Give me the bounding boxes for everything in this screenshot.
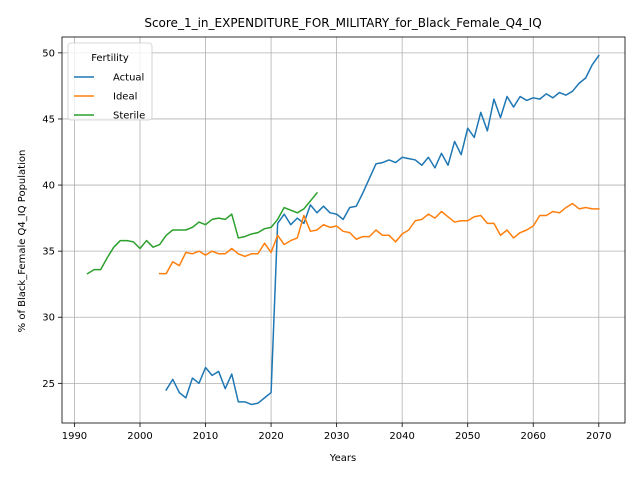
x-tick-label: 2000	[127, 431, 152, 442]
y-tick-label: 30	[42, 313, 55, 324]
y-axis-ticks: 25 30 35 40 45 50	[42, 48, 62, 390]
y-tick-label: 35	[42, 247, 55, 258]
y-tick-label: 25	[42, 379, 55, 390]
series-line-actual	[165, 54, 600, 406]
x-tick-label: 2050	[455, 431, 480, 442]
plot-area-frame	[61, 36, 626, 424]
x-tick-label: 2060	[521, 431, 546, 442]
legend-label-actual: Actual	[113, 73, 144, 84]
x-tick-label: 2020	[258, 431, 283, 442]
legend-title: Fertility	[91, 53, 129, 64]
legend-box	[67, 42, 153, 121]
legend: Fertility Actual Ideal Sterile	[67, 42, 153, 122]
x-tick-label: 2030	[324, 431, 349, 442]
series-line-ideal	[158, 202, 600, 275]
y-tick-label: 50	[42, 48, 55, 59]
grid-lines	[62, 37, 625, 423]
x-tick-label: 1990	[62, 431, 87, 442]
series-line-sterile	[86, 191, 319, 275]
x-axis-label: Years	[329, 453, 356, 464]
legend-items: Actual Ideal Sterile	[74, 73, 145, 122]
y-tick-label: 45	[42, 114, 55, 125]
x-tick-label: 2010	[193, 431, 218, 442]
legend-label-ideal: Ideal	[113, 92, 137, 103]
x-tick-label: 2040	[389, 431, 414, 442]
chart-title: Score_1_in_EXPENDITURE_FOR_MILITARY_for_…	[144, 16, 541, 30]
x-tick-label: 2070	[586, 431, 611, 442]
y-axis-label: % of Black_Female Q4_IQ Population	[17, 150, 28, 333]
y-tick-label: 40	[42, 181, 55, 192]
x-axis-ticks: 1990 2000 2010 2020 2030 2040 2050 2060 2070	[62, 423, 612, 442]
legend-label-sterile: Sterile	[113, 111, 145, 122]
series-lines	[86, 54, 600, 406]
